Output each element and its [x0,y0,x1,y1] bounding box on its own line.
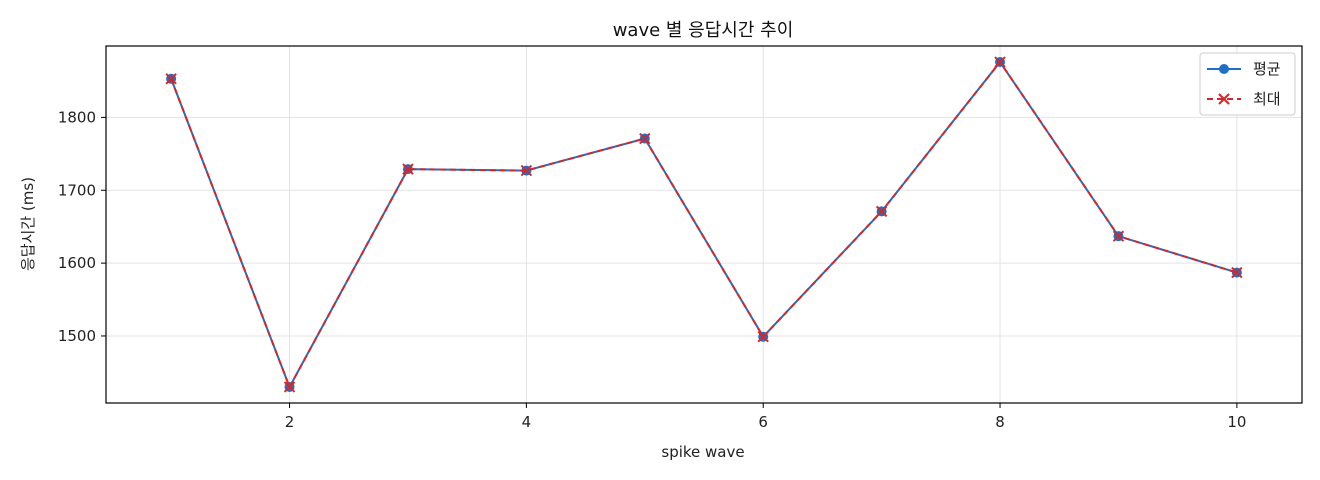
y-tick-label: 1800 [58,108,96,126]
data-point [1112,230,1125,242]
grid [106,46,1302,403]
legend-box [1199,52,1296,116]
data-point [994,56,1006,68]
x-tick-label: 4 [522,413,532,431]
y-tick-label: 1500 [58,327,96,345]
x-tick-label: 8 [995,413,1005,431]
series-1 [165,56,1243,393]
data-point [875,205,888,218]
legend-marker-mean [1219,64,1229,74]
x-axis: 2 4 6 8 10 [285,403,1246,431]
series-line-1 [170,61,1238,388]
data-point [402,163,414,175]
x-tick-label: 6 [758,413,768,431]
data-point [757,330,769,343]
chart-title: wave 별 응답시간 추이 [613,20,794,41]
x-tick-label: 10 [1227,413,1246,431]
y-axis: 1500 1600 1700 1800 [58,108,106,345]
data-point [165,73,177,85]
legend-marker-max [1218,93,1230,105]
series-line-0 [170,61,1238,388]
y-tick-label: 1700 [58,181,96,199]
data-point [520,164,533,177]
data-point [639,132,651,145]
plot-area-frame [105,45,1303,404]
y-tick-label: 1600 [58,254,96,272]
data-point [283,381,296,393]
x-axis-label: spike wave [661,443,744,461]
legend-label-mean: 평균 [1253,60,1281,78]
legend-label-max: 최대 [1253,90,1281,108]
data-point [1231,266,1243,279]
legend: 평균 최대 [1199,52,1296,116]
series-layer [165,56,1243,393]
x-tick-label: 2 [285,413,295,431]
y-axis-label: 응답시간 (ms) [19,177,37,271]
series-0 [166,57,1242,392]
